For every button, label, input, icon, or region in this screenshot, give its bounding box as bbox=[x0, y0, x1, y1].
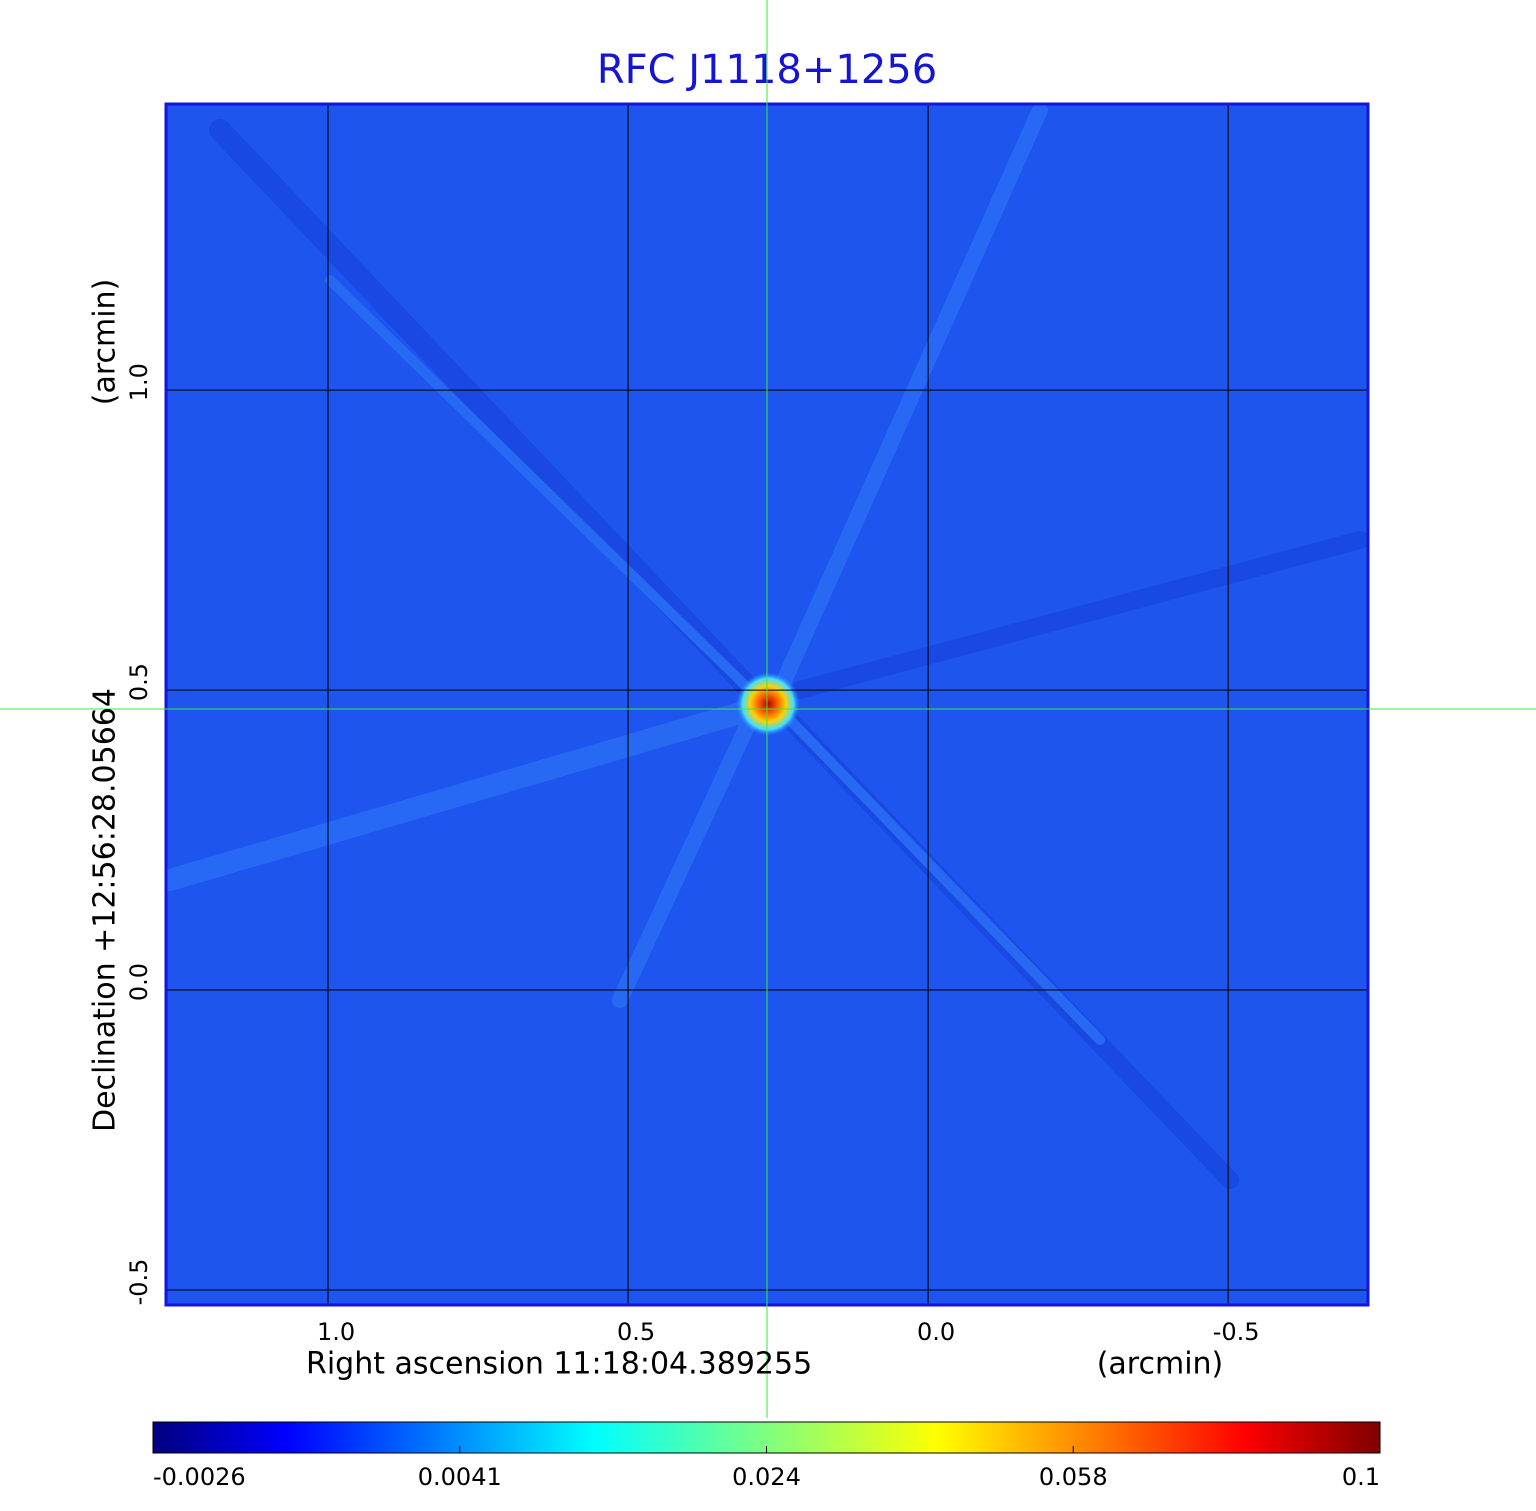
x-tick-label: 0.0 bbox=[917, 1318, 955, 1346]
x-tick-label: 1.0 bbox=[317, 1318, 355, 1346]
x-tick-label: -0.5 bbox=[1213, 1318, 1260, 1346]
x-axis-label: Right ascension 11:18:04.389255 bbox=[306, 1347, 812, 1382]
colorbar-tick-label: 0.024 bbox=[732, 1463, 801, 1491]
colorbar-tick-label: 0.058 bbox=[1039, 1463, 1108, 1491]
y-tick-label: 1.0 bbox=[125, 363, 153, 401]
colorbar-tick-label: -0.0026 bbox=[153, 1463, 246, 1491]
y-tick-label: -0.5 bbox=[125, 1259, 153, 1306]
y-axis-label: Declination +12:56:28.05664 bbox=[88, 688, 123, 1132]
x-tick-label: 0.5 bbox=[617, 1318, 655, 1346]
colorbar-tick-label: 0.1 bbox=[1342, 1463, 1380, 1491]
y-tick-label: 0.0 bbox=[125, 963, 153, 1001]
y-axis-unit: (arcmin) bbox=[88, 279, 123, 406]
colorbar-tick-label: 0.0041 bbox=[418, 1463, 502, 1491]
x-axis-unit: (arcmin) bbox=[1097, 1347, 1224, 1382]
y-tick-label: 0.5 bbox=[125, 663, 153, 701]
